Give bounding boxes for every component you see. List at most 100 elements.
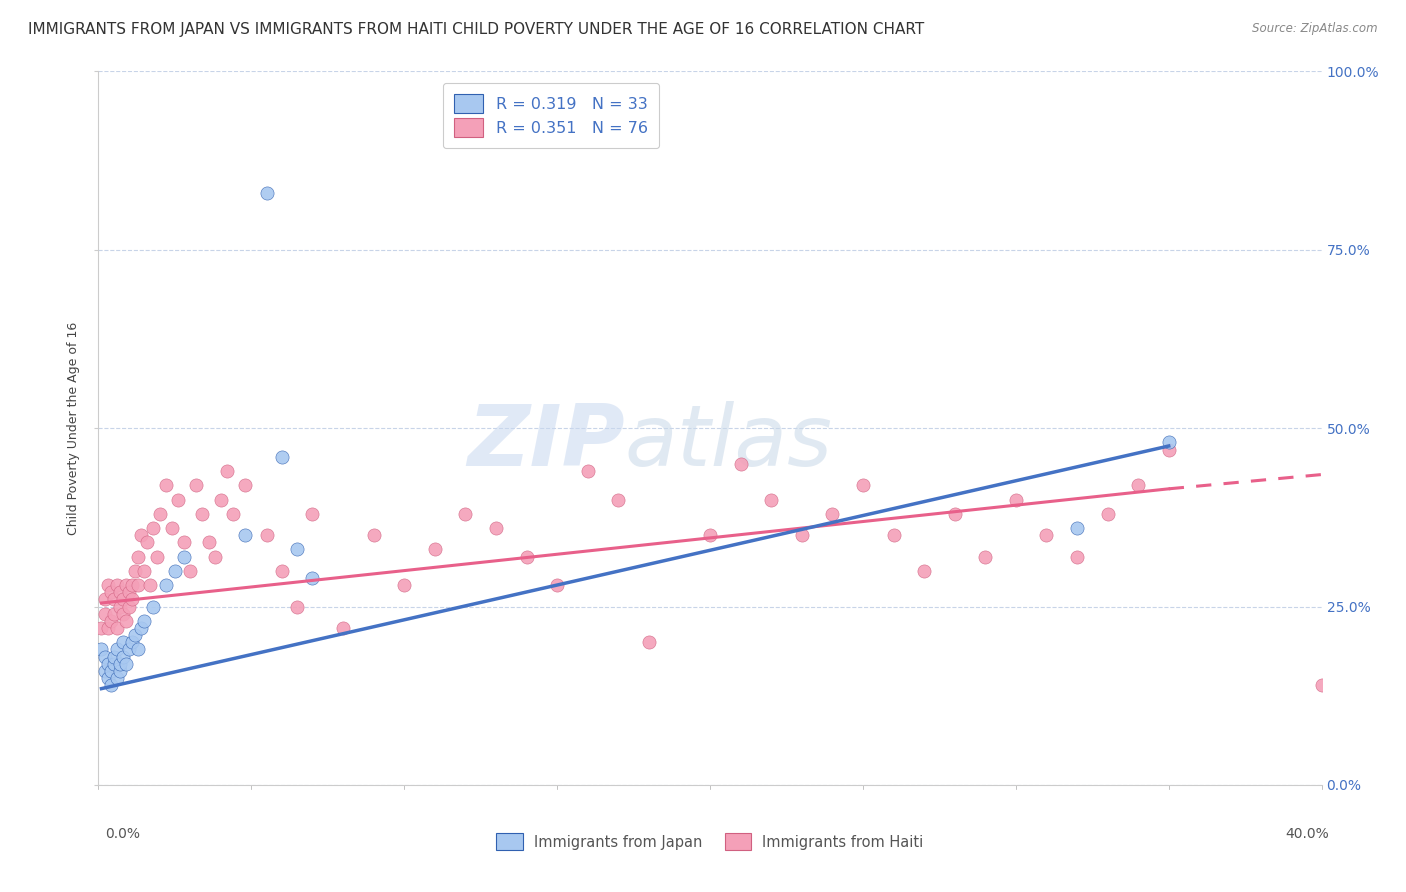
Point [821, 507, 844, 521]
Point [118, 599, 141, 614]
Point [1004, 492, 1026, 507]
Point [111, 592, 134, 607]
Point [363, 528, 385, 542]
Point [111, 635, 134, 649]
Point [111, 649, 134, 664]
Point [576, 464, 599, 478]
Point [233, 478, 256, 492]
Point [222, 507, 245, 521]
Point [121, 635, 143, 649]
Point [97, 578, 120, 592]
Legend: Immigrants from Japan, Immigrants from Haiti: Immigrants from Japan, Immigrants from H… [491, 828, 929, 856]
Text: ZIP: ZIP [467, 401, 624, 484]
Point [485, 521, 508, 535]
Point [105, 578, 128, 592]
Point [93, 649, 115, 664]
Point [637, 635, 661, 649]
Point [103, 607, 125, 621]
Point [127, 549, 149, 564]
Point [163, 564, 186, 578]
Point [943, 507, 966, 521]
Point [155, 478, 177, 492]
Point [124, 628, 146, 642]
Point [108, 599, 131, 614]
Point [155, 578, 177, 592]
Text: IMMIGRANTS FROM JAPAN VS IMMIGRANTS FROM HAITI CHILD POVERTY UNDER THE AGE OF 16: IMMIGRANTS FROM JAPAN VS IMMIGRANTS FROM… [28, 22, 924, 37]
Point [134, 614, 156, 628]
Point [1035, 528, 1057, 542]
Point [129, 528, 152, 542]
Point [100, 585, 122, 599]
Point [173, 549, 195, 564]
Point [332, 621, 354, 635]
Point [852, 478, 875, 492]
Point [301, 571, 323, 585]
Point [93, 592, 115, 607]
Point [790, 528, 813, 542]
Point [124, 564, 146, 578]
Y-axis label: Child Poverty Under the Age of 16: Child Poverty Under the Age of 16 [67, 321, 80, 535]
Point [1157, 442, 1180, 457]
Point [301, 507, 323, 521]
Point [699, 528, 721, 542]
Point [974, 549, 997, 564]
Point [105, 671, 128, 685]
Point [97, 621, 120, 635]
Point [197, 535, 219, 549]
Point [149, 507, 172, 521]
Point [392, 578, 416, 592]
Point [105, 621, 128, 635]
Point [90, 621, 112, 635]
Point [759, 492, 782, 507]
Point [90, 642, 112, 657]
Point [93, 607, 115, 621]
Point [516, 549, 538, 564]
Point [127, 578, 149, 592]
Point [100, 678, 122, 692]
Point [912, 564, 935, 578]
Point [285, 599, 308, 614]
Point [105, 642, 128, 657]
Point [186, 478, 208, 492]
Point [111, 607, 134, 621]
Point [1310, 678, 1333, 692]
Point [145, 549, 167, 564]
Point [103, 592, 125, 607]
Point [108, 664, 131, 678]
Point [607, 492, 630, 507]
Point [97, 657, 120, 671]
Point [118, 585, 141, 599]
Point [233, 528, 256, 542]
Point [115, 578, 138, 592]
Text: Source: ZipAtlas.com: Source: ZipAtlas.com [1253, 22, 1378, 36]
Point [209, 492, 232, 507]
Point [115, 657, 138, 671]
Point [1157, 435, 1180, 450]
Point [1066, 549, 1088, 564]
Text: 0.0%: 0.0% [105, 827, 141, 841]
Point [1066, 521, 1088, 535]
Point [285, 542, 308, 557]
Point [100, 614, 122, 628]
Point [1097, 507, 1119, 521]
Point [730, 457, 752, 471]
Point [97, 671, 120, 685]
Point [136, 535, 159, 549]
Point [454, 507, 477, 521]
Point [179, 564, 201, 578]
Point [127, 642, 149, 657]
Point [1128, 478, 1150, 492]
Point [423, 542, 446, 557]
Point [160, 521, 183, 535]
Point [215, 464, 238, 478]
Point [256, 528, 278, 542]
Point [546, 578, 568, 592]
Point [129, 621, 152, 635]
Point [167, 492, 190, 507]
Point [108, 657, 131, 671]
Point [270, 450, 292, 464]
Point [256, 186, 278, 200]
Point [121, 578, 143, 592]
Point [142, 521, 165, 535]
Point [118, 642, 141, 657]
